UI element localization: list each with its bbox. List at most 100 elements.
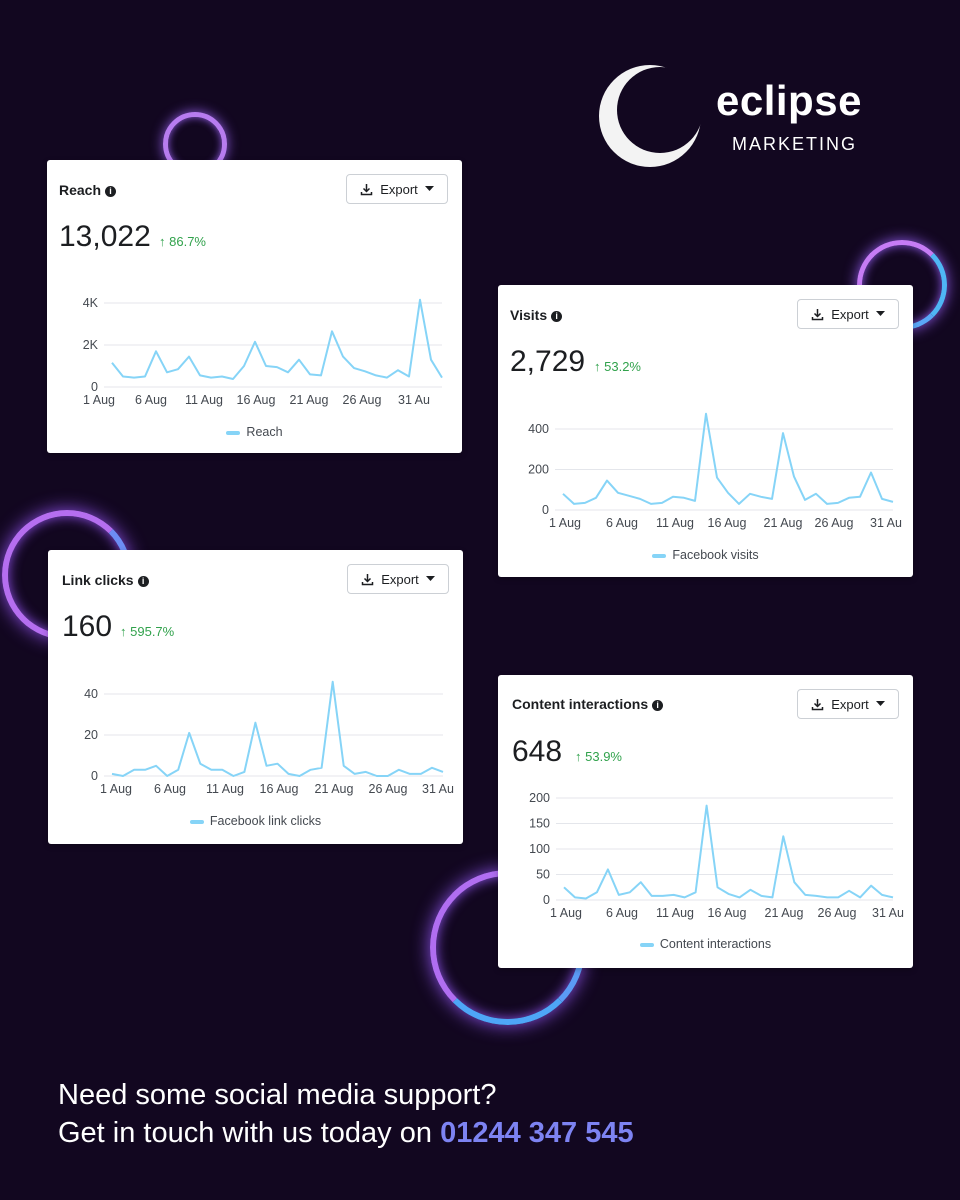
y-tick-label: 200 (529, 791, 550, 805)
y-tick-label: 20 (84, 728, 98, 742)
x-tick-label: 6 Aug (606, 906, 638, 920)
visits-chart: 0 200 400 1 Aug 6 Aug 11 Aug 16 Aug 21 Aug 26 Au… (528, 412, 902, 530)
series-line (563, 804, 894, 900)
metric-change: ↑ 595.7% (120, 624, 175, 639)
y-tick-label: 0 (91, 769, 98, 783)
y-tick-label: 4K (83, 296, 99, 310)
chart-legend: Content interactions (498, 937, 913, 951)
legend-swatch (226, 430, 241, 435)
caret-down-icon (875, 311, 885, 316)
crescent-moon-icon (599, 65, 701, 167)
x-tick-label: 26 Aug (369, 782, 408, 796)
reach-card: Reach i Export 13,022 ↑ 86.7% 0 2K 4K 1 Aug 6… (47, 160, 462, 453)
legend-swatch (639, 942, 654, 947)
x-tick-label: 16 Aug (708, 516, 747, 530)
export-label: Export (381, 571, 419, 587)
y-tick-label: 0 (543, 893, 550, 907)
y-tick-label: 100 (529, 842, 550, 856)
metric-value: 648 (512, 735, 563, 768)
x-tick-label: 26 Aug (343, 393, 382, 407)
metric-change: ↑ 53.2% (594, 359, 641, 374)
legend-swatch (652, 553, 667, 558)
x-tick-label: 31 Au (872, 906, 904, 920)
card-title: Content interactions i (512, 696, 664, 712)
arrow-up-icon: ↑ (575, 749, 586, 764)
series-line (111, 298, 443, 380)
x-tick-label: 26 Aug (815, 516, 854, 530)
export-button[interactable]: Export (797, 689, 899, 719)
download-icon (360, 183, 373, 195)
chart-legend: Facebook visits (498, 548, 913, 562)
x-tick-label: 21 Aug (764, 516, 803, 530)
download-icon (811, 698, 824, 710)
export-label: Export (380, 181, 418, 197)
export-button[interactable]: Export (346, 174, 448, 204)
x-tick-label: 6 Aug (606, 516, 638, 530)
x-tick-label: 11 Aug (656, 516, 694, 530)
info-icon[interactable]: i (551, 311, 563, 322)
content-interactions-chart: 0 50 100 150 200 1 Aug 6 Aug 11 Aug 16 Aug 21 Aug… (529, 791, 904, 920)
export-button[interactable]: Export (797, 299, 899, 329)
y-tick-label: 2K (83, 338, 99, 352)
y-tick-label: 150 (529, 817, 550, 831)
content-interactions-card: Content interactions i Export 648 ↑ 53.9%… (498, 675, 913, 968)
chart-legend: Facebook link clicks (48, 814, 463, 828)
caret-down-icon (425, 576, 435, 581)
metric-change: ↑ 53.9% (575, 749, 622, 764)
metric-change: ↑ 86.7% (159, 234, 206, 249)
y-tick-label: 40 (84, 687, 98, 701)
export-button[interactable]: Export (347, 564, 449, 594)
info-icon[interactable]: i (105, 186, 117, 197)
brand-name: eclipse (716, 77, 862, 124)
cta-line-2: Get in touch with us today on 01244 347 … (58, 1117, 634, 1149)
y-tick-label: 50 (536, 868, 550, 882)
info-icon[interactable]: i (137, 576, 149, 587)
info-icon[interactable]: i (652, 700, 664, 711)
export-label: Export (831, 306, 869, 322)
arrow-up-icon: ↑ (159, 234, 170, 249)
arrow-up-icon: ↑ (594, 359, 605, 374)
series-line (111, 680, 444, 777)
y-tick-label: 0 (91, 380, 98, 394)
caret-down-icon (875, 701, 885, 706)
x-tick-label: 11 Aug (206, 782, 244, 796)
brand-logo: eclipse MARKETING (598, 64, 888, 170)
x-tick-label: 16 Aug (708, 906, 747, 920)
download-icon (811, 308, 824, 320)
phone-number[interactable]: 01244 347 545 (440, 1117, 634, 1149)
x-tick-label: 21 Aug (315, 782, 354, 796)
reach-chart: 0 2K 4K 1 Aug 6 Aug 11 Aug 16 Aug 21 Aug 26 Aug 3… (83, 296, 443, 407)
x-tick-label: 11 Aug (185, 393, 223, 407)
x-tick-label: 1 Aug (83, 393, 115, 407)
x-tick-label: 16 Aug (237, 393, 276, 407)
x-tick-label: 21 Aug (765, 906, 804, 920)
x-tick-label: 11 Aug (656, 906, 694, 920)
y-tick-label: 400 (528, 422, 549, 436)
export-label: Export (831, 696, 869, 712)
x-tick-label: 16 Aug (260, 782, 299, 796)
y-tick-label: 200 (528, 463, 549, 477)
x-tick-label: 1 Aug (100, 782, 132, 796)
x-tick-label: 21 Aug (290, 393, 329, 407)
x-tick-label: 31 Au (870, 516, 902, 530)
arrow-up-icon: ↑ (120, 624, 131, 639)
x-tick-label: 26 Aug (818, 906, 857, 920)
x-tick-label: 31 Au (422, 782, 454, 796)
call-to-action: Need some social media support? Get in t… (58, 1076, 634, 1152)
metric-value: 13,022 (59, 220, 151, 253)
download-icon (361, 573, 374, 585)
caret-down-icon (424, 186, 434, 191)
series-line (562, 412, 894, 505)
chart-legend: Reach (47, 425, 462, 439)
y-tick-label: 0 (542, 503, 549, 517)
card-title: Link clicks i (62, 572, 149, 588)
card-title: Visits i (510, 307, 563, 323)
x-tick-label: 6 Aug (154, 782, 186, 796)
cta-line-1: Need some social media support? (58, 1079, 497, 1111)
x-tick-label: 31 Au (398, 393, 430, 407)
x-tick-label: 1 Aug (550, 906, 582, 920)
link-clicks-card: Link clicks i Export 160 ↑ 595.7% 0 20 40 1 … (48, 550, 463, 844)
visits-card: Visits i Export 2,729 ↑ 53.2% 0 200 400 1 Au… (498, 285, 913, 577)
legend-swatch (189, 819, 204, 824)
metric-value: 160 (62, 610, 113, 643)
